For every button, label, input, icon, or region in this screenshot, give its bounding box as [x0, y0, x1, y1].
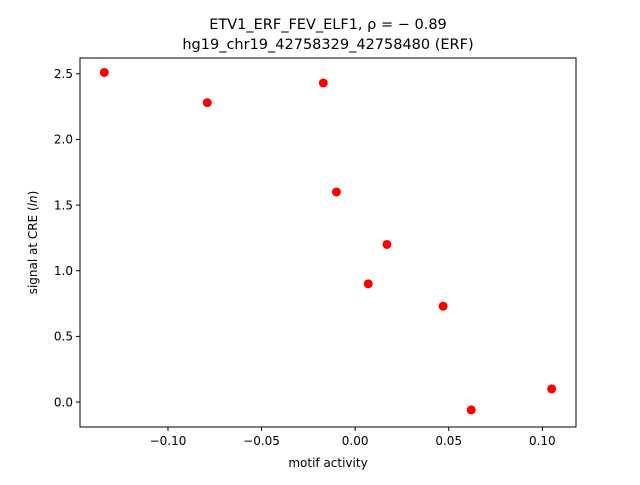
y-tick-label: 2.5: [54, 67, 73, 81]
y-tick-label: 0.5: [54, 330, 73, 344]
scatter-point: [202, 98, 212, 108]
chart-title-line-2: hg19_chr19_42758329_42758480 (ERF): [182, 37, 473, 53]
y-axis-label: signal at CRE (ln): [26, 191, 40, 295]
x-axis-label: motif activity: [288, 456, 367, 470]
x-tick-label: 0.05: [435, 434, 462, 448]
scatter-point: [318, 78, 328, 88]
data-points: [99, 67, 557, 415]
x-tick-label: −0.05: [243, 434, 280, 448]
y-tick-label: 1.0: [54, 264, 73, 278]
x-tick-label: −0.10: [150, 434, 187, 448]
y-tick-label: 2.0: [54, 133, 73, 147]
scatter-point: [466, 405, 476, 415]
x-tick-label: 0.10: [529, 434, 556, 448]
y-axis-ticks: 0.0 0.5 1.0 1.5 2.0 2.5: [54, 67, 80, 409]
x-axis-ticks: −0.10 −0.05 0.00 0.05 0.10: [150, 427, 556, 448]
y-tick-label: 1.5: [54, 198, 73, 212]
chart-title-line-1: ETV1_ERF_FEV_ELF1, ρ = − 0.89: [209, 17, 447, 33]
scatter-point: [99, 67, 109, 77]
x-tick-label: 0.00: [342, 434, 369, 448]
scatter-point: [363, 279, 373, 289]
scatter-point: [438, 301, 448, 311]
y-tick-label: 0.0: [54, 395, 73, 409]
scatter-point: [382, 239, 392, 249]
scatter-point: [331, 187, 341, 197]
plot-area-frame: [79, 57, 577, 428]
scatter-point: [547, 384, 557, 394]
